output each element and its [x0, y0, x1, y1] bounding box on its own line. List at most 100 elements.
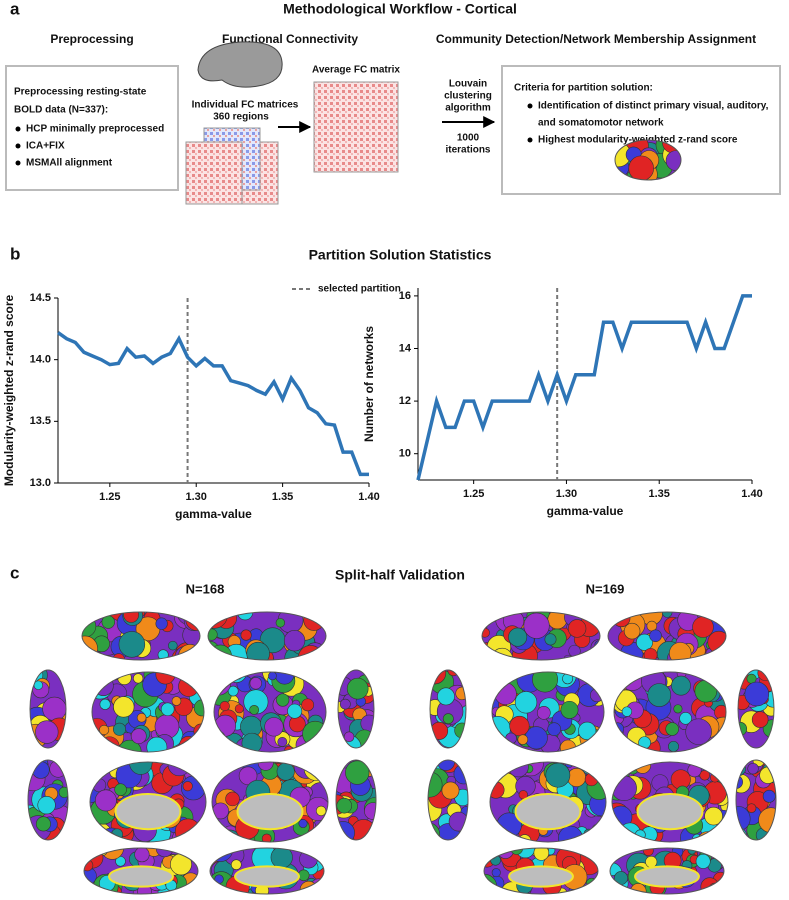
panel-title: Partition Solution Statistics: [309, 247, 492, 263]
bullet: [15, 143, 21, 149]
parcel: [673, 704, 683, 714]
parcel: [112, 722, 126, 736]
parcel: [309, 878, 324, 894]
x-tick-label: 1.40: [358, 491, 379, 503]
y-tick-label: 14: [399, 342, 412, 354]
parcel: [264, 717, 284, 737]
parcel: [339, 698, 351, 710]
parcel: [567, 619, 587, 638]
outline: [427, 759, 469, 841]
parcel: [97, 833, 110, 842]
box-text: BOLD data (N=337):: [14, 105, 108, 116]
parcel: [614, 672, 629, 689]
parcel: [99, 698, 111, 710]
parcel: [647, 683, 672, 707]
parcel: [642, 848, 654, 856]
brain-image: [210, 848, 324, 894]
parcel: [298, 819, 308, 829]
parcel: [261, 833, 272, 842]
parcel: [518, 834, 532, 842]
parcel: [636, 633, 653, 651]
box: [5, 65, 179, 191]
parcel: [130, 728, 147, 744]
panel-label: a: [10, 0, 20, 18]
parcel: [532, 672, 559, 693]
list-item: Highest modularity-weighted z-rand score: [538, 135, 738, 146]
panel-label: b: [10, 244, 20, 263]
parcel: [225, 791, 240, 807]
bullet: [15, 126, 21, 132]
box-text: Criteria for partition solution:: [514, 83, 653, 94]
parcel: [679, 712, 692, 725]
bullet: [527, 137, 533, 143]
parcel: [437, 687, 455, 706]
label: Louvain: [449, 79, 487, 90]
parcel: [220, 672, 231, 680]
parcel: [276, 762, 295, 781]
parcel: [30, 670, 38, 676]
outline: [335, 759, 377, 841]
parcel: [314, 824, 328, 842]
brain-image: [428, 760, 468, 840]
x-tick-label: 1.35: [272, 491, 293, 503]
parcel: [246, 641, 270, 660]
brain-image: [608, 612, 726, 660]
brain-image: [90, 762, 206, 842]
parcel: [197, 821, 206, 830]
parcel: [186, 833, 198, 842]
parcel: [491, 868, 501, 878]
parcel: [736, 826, 748, 840]
parcel: [96, 672, 108, 683]
parcel: [716, 821, 728, 837]
brain-image: [84, 848, 198, 894]
parcel: [696, 831, 719, 842]
parcel: [492, 738, 502, 752]
x-tick-label: 1.40: [741, 488, 762, 500]
y-tick-label: 10: [399, 448, 411, 460]
outline: [209, 847, 325, 895]
parcel: [297, 869, 310, 882]
parcel: [669, 642, 692, 660]
parcel: [560, 700, 579, 719]
x-axis-label: gamma-value: [175, 507, 252, 521]
outline: [609, 847, 725, 895]
parcel: [544, 633, 557, 646]
y-axis-label: Modularity-weighted z-rand score: [2, 294, 16, 486]
parcel: [649, 629, 662, 643]
list-item: ICA+FIX: [26, 141, 65, 152]
parcel: [695, 853, 711, 869]
y-tick-label: 13.0: [30, 477, 51, 489]
parcel: [95, 789, 117, 812]
outline: [89, 761, 207, 843]
outline: [614, 139, 682, 181]
parcel: [590, 672, 604, 691]
parcel: [114, 783, 127, 796]
parcel: [297, 645, 324, 660]
list-item: and somatomotor network: [538, 118, 664, 129]
parcel: [757, 670, 774, 681]
parcel: [208, 641, 220, 660]
parcel: [517, 734, 529, 745]
parcel: [368, 762, 376, 774]
parcel: [558, 825, 583, 842]
parcel: [345, 760, 370, 785]
parcel: [523, 612, 550, 639]
parcel: [99, 724, 110, 736]
parcel: [442, 713, 454, 725]
x-tick-label: 1.30: [186, 491, 207, 503]
outline: [607, 611, 727, 661]
parcel: [92, 733, 107, 752]
parcel: [713, 741, 726, 752]
parcel: [621, 706, 633, 717]
medial-wall: [636, 793, 704, 831]
parcel: [277, 737, 288, 747]
label: iterations: [445, 145, 490, 156]
parcel: [346, 677, 369, 700]
parcel: [626, 762, 640, 775]
medial-wall: [508, 865, 574, 888]
outline: [491, 671, 605, 753]
parcel: [123, 612, 140, 623]
parcel: [99, 736, 120, 752]
parcel: [628, 155, 654, 180]
outline: [483, 847, 599, 895]
